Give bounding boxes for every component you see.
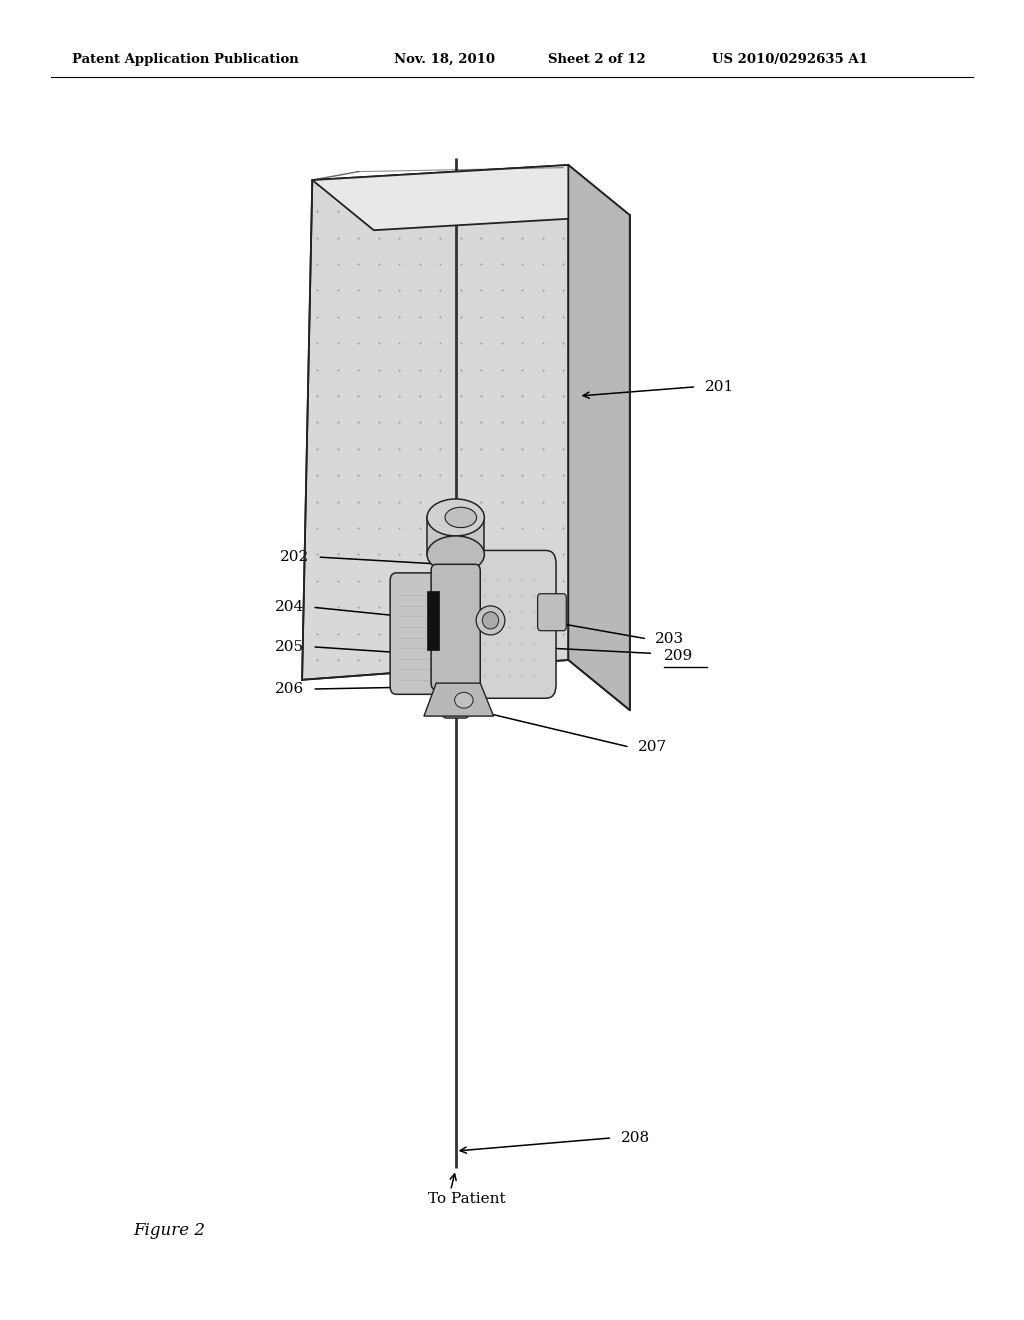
- Text: US 2010/0292635 A1: US 2010/0292635 A1: [712, 53, 867, 66]
- FancyBboxPatch shape: [431, 565, 480, 689]
- Text: 205: 205: [275, 640, 304, 653]
- Text: 204: 204: [274, 601, 304, 614]
- Ellipse shape: [455, 692, 473, 708]
- FancyBboxPatch shape: [538, 594, 566, 631]
- Ellipse shape: [476, 606, 505, 635]
- FancyBboxPatch shape: [427, 517, 484, 554]
- Ellipse shape: [445, 507, 476, 528]
- Polygon shape: [424, 682, 494, 715]
- Polygon shape: [302, 165, 568, 680]
- Text: 207: 207: [638, 741, 667, 754]
- Ellipse shape: [482, 611, 499, 630]
- Text: 201: 201: [705, 380, 734, 393]
- FancyBboxPatch shape: [390, 573, 454, 694]
- Polygon shape: [312, 165, 630, 230]
- FancyBboxPatch shape: [454, 550, 556, 698]
- Text: 209: 209: [664, 649, 693, 663]
- Text: Patent Application Publication: Patent Application Publication: [72, 53, 298, 66]
- Bar: [427, 590, 439, 649]
- FancyBboxPatch shape: [442, 668, 469, 718]
- Text: Sheet 2 of 12: Sheet 2 of 12: [548, 53, 645, 66]
- Text: 206: 206: [274, 682, 304, 696]
- Ellipse shape: [427, 499, 484, 536]
- Text: 203: 203: [655, 632, 684, 645]
- Polygon shape: [568, 165, 630, 710]
- Ellipse shape: [427, 536, 484, 573]
- Text: Figure 2: Figure 2: [133, 1222, 205, 1238]
- Text: 208: 208: [621, 1131, 649, 1144]
- Text: Nov. 18, 2010: Nov. 18, 2010: [394, 53, 496, 66]
- Text: 202: 202: [280, 550, 309, 564]
- Text: To Patient: To Patient: [428, 1192, 506, 1205]
